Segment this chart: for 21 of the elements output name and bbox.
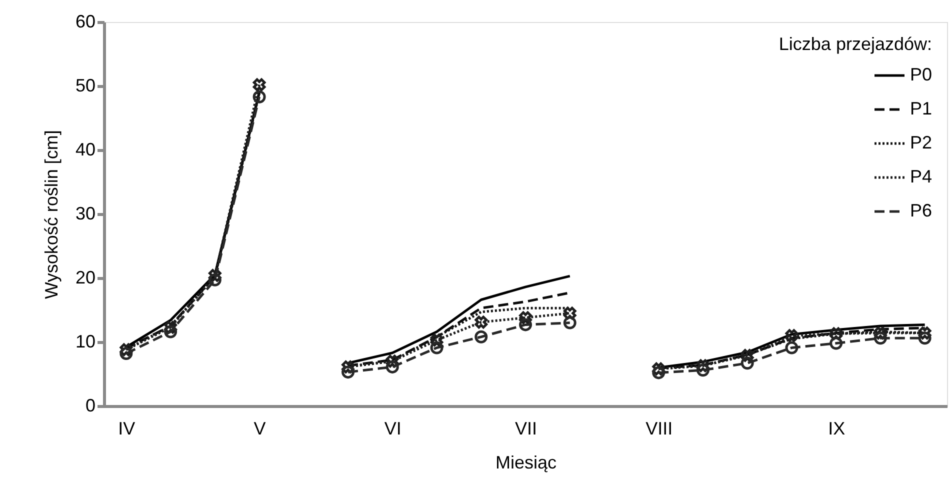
legend-label: P4 bbox=[910, 166, 932, 186]
legend-label: P2 bbox=[910, 132, 932, 152]
legend-label: P0 bbox=[910, 64, 932, 84]
legend-label: P6 bbox=[910, 200, 932, 220]
y-tick-label: 10 bbox=[75, 332, 96, 352]
y-tick-label: 50 bbox=[75, 76, 96, 96]
y-tick-label: 40 bbox=[75, 140, 96, 160]
x-tick-label: VI bbox=[384, 418, 402, 438]
y-axis-title: Wysokość roślin [cm] bbox=[41, 130, 62, 299]
x-tick-label: VIII bbox=[646, 418, 673, 438]
x-tick-label: V bbox=[254, 418, 266, 438]
legend-label: P1 bbox=[910, 98, 932, 118]
y-tick-label: 60 bbox=[75, 12, 96, 32]
y-tick-label: 30 bbox=[75, 204, 96, 224]
x-tick-label: IX bbox=[828, 418, 846, 438]
y-tick-label: 20 bbox=[75, 268, 96, 288]
x-tick-label: VII bbox=[514, 418, 538, 438]
x-axis-title: Miesiąc bbox=[495, 452, 557, 472]
legend-title: Liczba przejazdów: bbox=[778, 34, 932, 54]
y-tick-label: 0 bbox=[85, 396, 96, 416]
x-tick-label: IV bbox=[118, 418, 136, 438]
